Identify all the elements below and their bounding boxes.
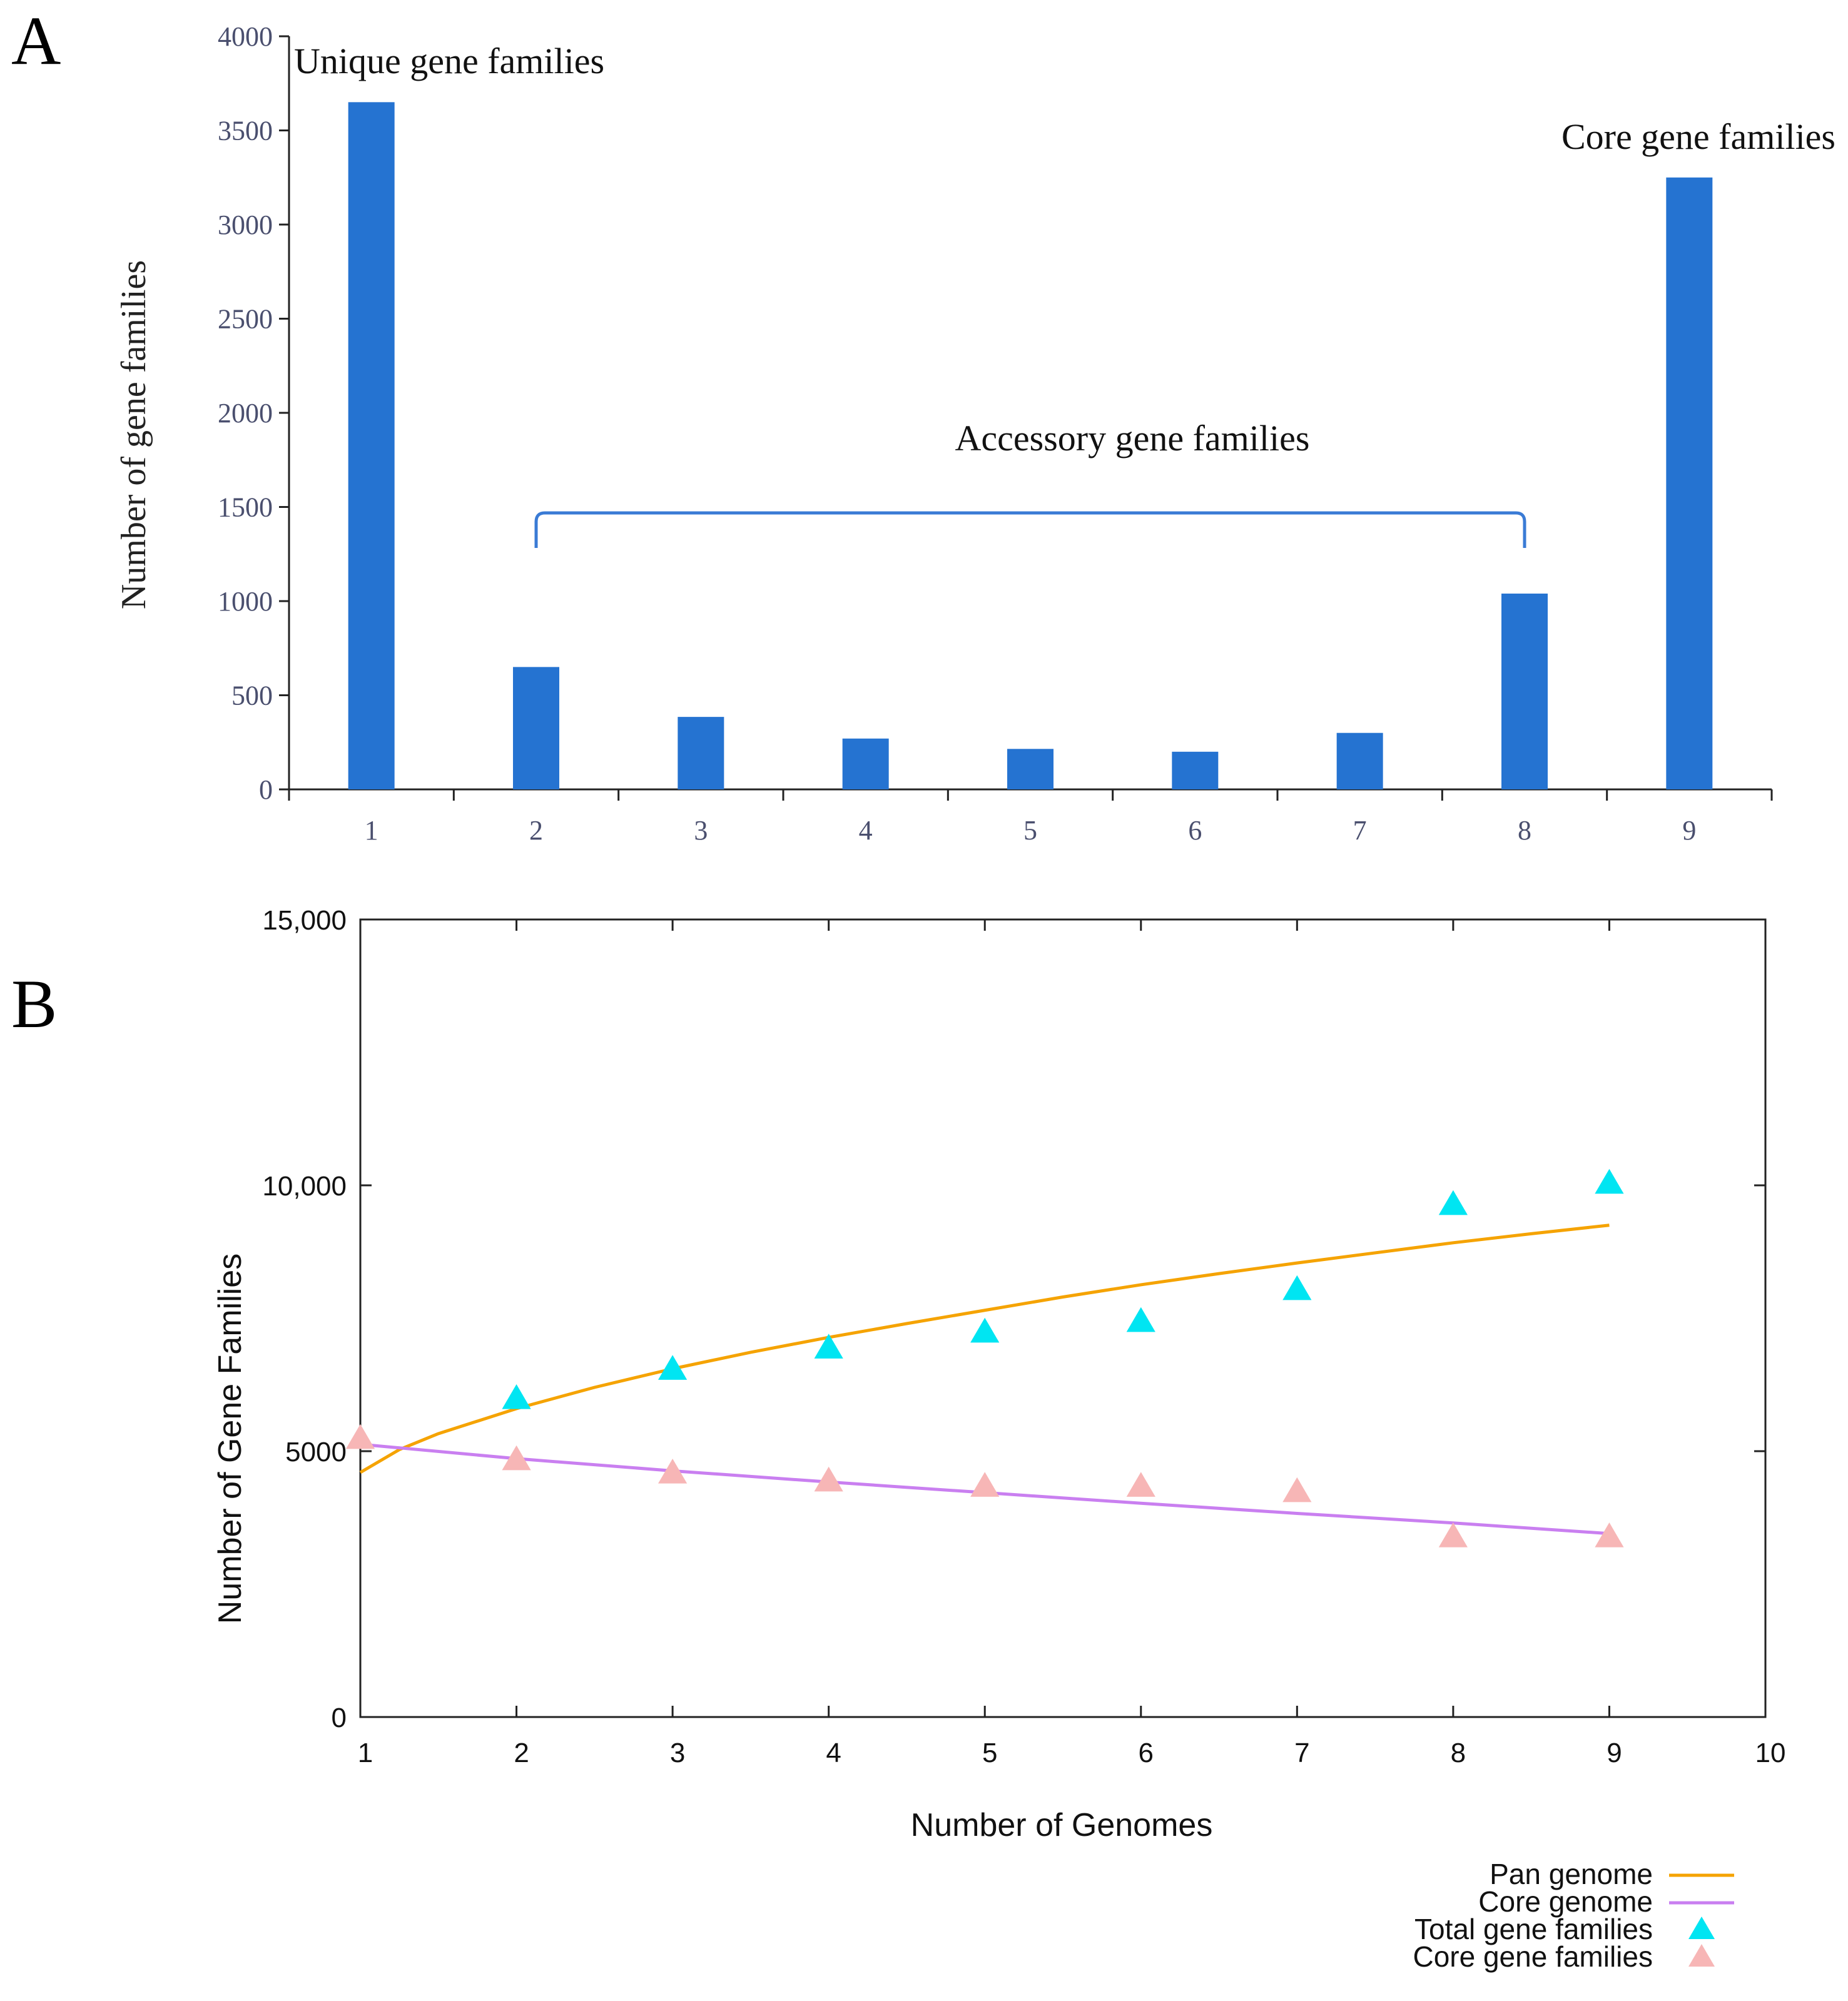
chart-a-bar-2 bbox=[513, 667, 559, 789]
chart-a-x-tick-label: 8 bbox=[1518, 815, 1531, 846]
chart-b: 0 5000 10,000 15,000 1 2 3 4 5 6 7 8 9 10 Number of … bbox=[212, 905, 1785, 1973]
chart-a-y-tick-label: 3500 bbox=[218, 116, 273, 146]
chart-b-x-tick-label: 7 bbox=[1294, 1738, 1309, 1768]
chart-a-y-tick-label: 1000 bbox=[218, 586, 273, 617]
chart-a-bar-5 bbox=[1007, 749, 1053, 789]
chart-a-y-tick-label: 0 bbox=[259, 774, 273, 805]
legend-swatch-marker bbox=[1688, 1917, 1715, 1939]
chart-b-x-tick-label: 10 bbox=[1755, 1738, 1786, 1768]
chart-b-x-ticks: 1 2 3 4 5 6 7 8 9 10 bbox=[358, 919, 1786, 1768]
chart-a-x-tick-label: 6 bbox=[1188, 815, 1202, 846]
chart-a-y-tick-label: 2000 bbox=[218, 398, 273, 428]
chart-a-x-tick-label: 2 bbox=[529, 815, 543, 846]
chart-a-y-axis-label: Number of gene families bbox=[114, 260, 153, 609]
marker-core-gene-families bbox=[814, 1466, 843, 1492]
marker-core-gene-families bbox=[970, 1472, 1000, 1497]
chart-b-y-tick-label: 10,000 bbox=[262, 1171, 347, 1202]
chart-a-y-tick-label: 3000 bbox=[218, 210, 273, 240]
marker-core-gene-families bbox=[1126, 1472, 1155, 1497]
chart-a-x-tick-label: 3 bbox=[694, 815, 708, 846]
chart-b-x-tick-label: 5 bbox=[982, 1738, 997, 1768]
chart-b-y-ticks: 0 5000 10,000 15,000 bbox=[262, 905, 1765, 1733]
chart-b-y-tick-label: 0 bbox=[332, 1703, 347, 1733]
chart-a-bar-7 bbox=[1336, 732, 1383, 789]
panel-a-label: A bbox=[11, 3, 61, 79]
panel-b-label: B bbox=[11, 966, 57, 1042]
chart-a-bar-8 bbox=[1501, 593, 1548, 789]
chart-b-x-tick-label: 9 bbox=[1607, 1738, 1622, 1768]
chart-a-bar-4 bbox=[842, 738, 889, 789]
marker-core-gene-families bbox=[345, 1424, 375, 1449]
chart-a-bars bbox=[348, 102, 1713, 790]
chart-a-x-tick-label: 5 bbox=[1023, 815, 1037, 846]
marker-core-gene-families bbox=[1595, 1522, 1624, 1548]
chart-a-x-tick-label: 7 bbox=[1353, 815, 1367, 846]
marker-total-gene-families bbox=[814, 1334, 843, 1359]
chart-a-y-ticks: 0 500 1000 1500 2000 2500 3000 3500 4000 bbox=[218, 21, 289, 805]
chart-a-y-tick-label: 4000 bbox=[218, 21, 273, 52]
accessory-gene-families-annotation: Accessory gene families bbox=[955, 418, 1310, 458]
series-line-pan-genome bbox=[359, 1223, 1610, 1474]
marker-total-gene-families bbox=[502, 1384, 531, 1409]
chart-a-x-ticks: 1 2 3 4 5 6 7 8 9 bbox=[288, 789, 1773, 846]
chart-a-x-tick-label: 4 bbox=[859, 815, 873, 846]
marker-core-gene-families bbox=[1282, 1477, 1312, 1502]
chart-a-bar-3 bbox=[678, 717, 724, 789]
chart-a-x-tick-label: 1 bbox=[365, 815, 378, 846]
chart-a-bar-9 bbox=[1666, 177, 1713, 789]
marker-total-gene-families bbox=[1126, 1307, 1155, 1332]
chart-b-x-tick-label: 2 bbox=[514, 1738, 529, 1768]
marker-total-gene-families bbox=[970, 1317, 1000, 1343]
chart-b-x-tick-label: 3 bbox=[670, 1738, 685, 1768]
chart-b-x-axis-label: Number of Genomes bbox=[911, 1807, 1213, 1843]
chart-b-x-tick-label: 1 bbox=[358, 1738, 373, 1768]
chart-a-y-tick-label: 500 bbox=[231, 681, 273, 711]
legend-swatch-marker bbox=[1688, 1944, 1715, 1967]
chart-b-plot-frame bbox=[359, 918, 1767, 1718]
chart-a-bar-1 bbox=[348, 102, 395, 790]
legend-label: Total gene families bbox=[1414, 1913, 1653, 1945]
marker-total-gene-families bbox=[1282, 1275, 1312, 1300]
chart-a-bar-6 bbox=[1172, 751, 1219, 789]
legend-label: Core gene families bbox=[1413, 1940, 1653, 1973]
chart-b-y-axis-label: Number of Gene Families bbox=[212, 1254, 248, 1624]
marker-core-gene-families bbox=[658, 1459, 688, 1484]
chart-a-axes bbox=[288, 36, 1772, 791]
legend-label: Pan genome bbox=[1490, 1858, 1653, 1890]
marker-total-gene-families bbox=[1595, 1168, 1624, 1194]
chart-b-markers bbox=[345, 1168, 1624, 1548]
chart-b-x-tick-label: 8 bbox=[1451, 1738, 1466, 1768]
chart-a-x-tick-label: 9 bbox=[1682, 815, 1696, 846]
marker-core-gene-families bbox=[1438, 1522, 1468, 1548]
legend-label: Core genome bbox=[1478, 1885, 1653, 1918]
marker-total-gene-families bbox=[658, 1355, 688, 1380]
chart-b-x-tick-label: 4 bbox=[826, 1738, 841, 1768]
accessory-bracket bbox=[534, 511, 1526, 548]
chart-a: 0 500 1000 1500 2000 2500 3000 3500 4000 1 2 3 4 5 6 7… bbox=[114, 21, 1835, 846]
chart-a-y-tick-label: 2500 bbox=[218, 304, 273, 335]
unique-gene-families-annotation: Unique gene families bbox=[294, 41, 604, 81]
chart-b-y-tick-label: 15,000 bbox=[262, 905, 347, 936]
chart-a-y-tick-label: 1500 bbox=[218, 492, 273, 523]
marker-total-gene-families bbox=[1438, 1190, 1468, 1215]
chart-b-x-tick-label: 6 bbox=[1139, 1738, 1154, 1768]
core-gene-families-annotation: Core gene families bbox=[1561, 116, 1835, 157]
chart-b-y-tick-label: 5000 bbox=[285, 1437, 347, 1467]
marker-core-gene-families bbox=[502, 1445, 531, 1471]
